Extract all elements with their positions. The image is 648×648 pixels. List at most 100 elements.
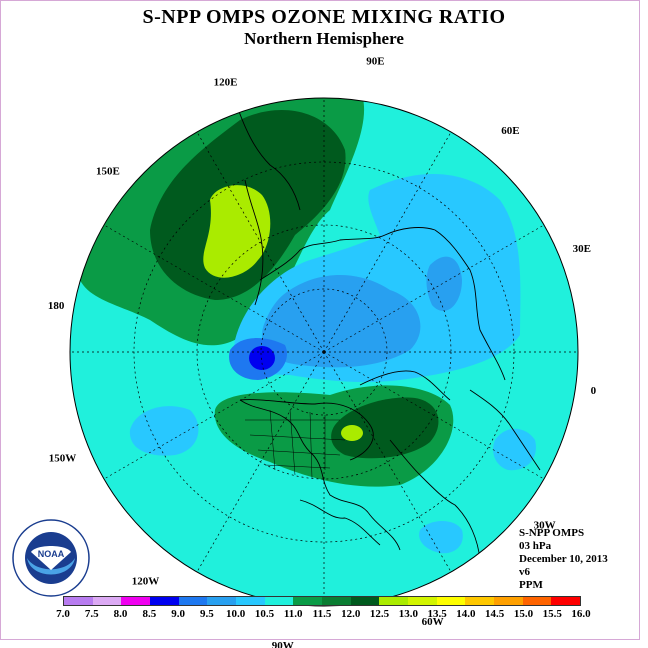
colorbar-tick-label: 13.5 [427,608,447,620]
colorbar-segment [379,597,409,605]
info-date: December 10, 2013 [519,553,608,565]
colorbar-tick-label: 9.0 [171,608,185,620]
coastline-canada-north [239,399,374,461]
longitude-label-150e: 150E [96,166,120,178]
colorbar-segment [551,597,581,605]
colorbar-tick-label: 15.0 [513,608,534,620]
meridian-line [196,131,325,353]
info-units: PPM [519,579,543,591]
ozone-contour-yellow-asia [203,185,271,278]
colorbar-tick-label: 10.0 [226,608,246,620]
ozone-contour-minimum-alaska [249,346,275,370]
longitude-label-150w: 150W [49,453,77,465]
coastlines [234,99,541,561]
map-title: S-NPP OMPS OZONE MIXING RATIO [142,6,506,28]
meridians [70,98,578,606]
longitude-label-120e: 120E [214,76,238,88]
colorbar-segment [264,597,294,605]
colorbar-segment [92,597,122,605]
meridian-line [196,351,325,573]
info-instrument: S-NPP OMPS [519,527,585,539]
map-boundary [69,97,579,607]
longitude-label-180: 180 [48,300,65,312]
coastline-greenland-atlantic [389,439,481,561]
colorbar-tick-label: 14.0 [456,608,476,620]
longitude-label-30e: 30E [573,243,591,255]
info-level: 03 hPa [519,540,552,552]
colorbar-tick-label: 8.0 [113,608,128,620]
colorbar-tick-label: 12.5 [369,608,390,620]
coastline-north-america [239,399,401,551]
colorbar-tick-label: 10.5 [254,608,275,620]
colorbar-segment [293,597,323,605]
colorbar-segment [121,597,151,605]
colorbar-tick-label: 7.5 [84,608,99,620]
longitude-label-120w: 120W [132,576,160,588]
meridian-line [323,351,452,573]
colorbar-segment [408,597,437,605]
ozone-contour-blue-polar [261,275,421,368]
colorbar-tick-label: 16.0 [571,608,591,620]
us-state-lines-horizontal [245,419,346,469]
colorbar-tick-label: 13.0 [398,608,418,620]
longitude-label-90e: 90E [366,55,384,67]
ozone-contour-lightblue-pacific [129,406,199,456]
noaa-logo: NOAA [12,519,90,597]
noaa-logo-wave [27,558,75,575]
colorbar-segment [465,597,495,605]
colorbar-segment [522,597,552,605]
colorbar-segment [494,597,523,605]
colorbar-segment [207,597,237,605]
colorbar-tick-label: 14.5 [485,608,505,620]
colorbar-segment [236,597,265,605]
colorbar-segment [350,597,380,605]
colorbar [63,596,581,606]
colorbar-tick-label: 9.5 [200,608,214,620]
coastline-east-asia [234,99,301,211]
colorbar-segment [64,597,93,605]
noaa-logo-bird [31,546,71,570]
map-disk [70,98,578,606]
longitude-label-60w: 60W [422,616,444,628]
longitude-label-60e: 60E [501,125,519,137]
info-version: v6 [519,566,530,578]
coastline-africa-north [469,389,541,471]
us-state-lines-vertical [269,409,326,479]
colorbar-segment [436,597,466,605]
colorbar-tick-label: 8.5 [142,608,157,620]
meridian-line [103,224,325,353]
longitude-label-0: 0 [591,385,597,397]
noaa-logo-text: NOAA [38,549,65,559]
longitude-label-90w: 90W [272,640,294,648]
meridian-line [323,351,545,480]
colorbar-tick-label: 11.0 [283,608,303,620]
colorbar-segment [150,597,179,605]
colorbar-segment [322,597,351,605]
coastline-europe [434,229,506,381]
figure-frame [0,0,640,640]
coastline-siberia [259,227,436,281]
ozone-contour-yellow-america [341,425,363,441]
colorbar-tick-label: 12.0 [341,608,361,620]
colorbar-tick-label: 15.5 [542,608,562,620]
longitude-labels: 90E 60E 30E 0 30W 60W 90W 120W 150W 180 150E 120E [48,55,597,648]
colorbar-tick-label: 7.0 [56,608,70,620]
colorbar-tick-label: 11.5 [312,608,332,620]
graticule [70,98,578,606]
map-subtitle: Northern Hemisphere [244,29,404,48]
us-state-borders [245,409,346,479]
info-block: S-NPP OMPS 03 hPa December 10, 2013 v6 P… [519,527,608,592]
ozone-contour-lightblue-atlantic [493,428,536,471]
ozone-contour-blue-eurasia [426,256,462,311]
meridian-line [103,351,325,480]
colorbar-segment [178,597,208,605]
coastline-japan-kamchatka [244,179,264,306]
longitude-label-30w: 30W [534,519,556,531]
meridian-line [323,131,452,353]
colorbar-ticks: 7.0 7.5 8.0 8.5 9.0 9.5 10.0 10.5 11.0 11.5 12.0 12… [56,608,591,622]
coastline-greenland [359,370,451,401]
latitude-circle-75n [260,288,388,416]
meridian-line [323,224,545,353]
ozone-contour-lightblue-africa [419,521,463,554]
